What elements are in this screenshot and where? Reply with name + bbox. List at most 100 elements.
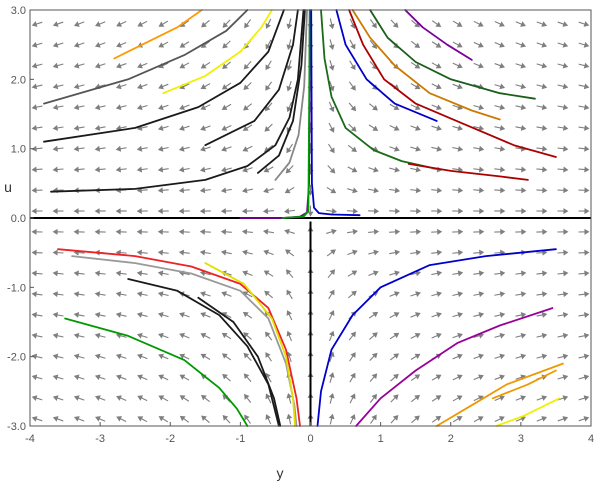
field-arrowhead: [94, 145, 101, 152]
field-arrowhead: [329, 147, 335, 154]
field-arrowhead: [499, 62, 506, 69]
field-arrowhead: [52, 270, 58, 277]
x-tick-label: -2: [165, 433, 175, 445]
x-tick-label: 4: [588, 433, 594, 445]
field-arrowhead: [583, 416, 590, 422]
field-arrowhead: [94, 332, 101, 339]
field-arrowhead: [373, 249, 379, 256]
field-arrowhead: [478, 291, 485, 298]
field-arrowhead: [414, 332, 421, 339]
field-arrowhead: [52, 166, 58, 173]
field-arrowhead: [479, 249, 485, 256]
field-arrowhead: [393, 312, 400, 318]
field-arrowhead: [31, 145, 37, 152]
field-arrowhead: [179, 395, 186, 401]
field-arrowhead: [352, 208, 359, 215]
field-arrowhead: [563, 291, 569, 298]
field-arrowhead: [52, 291, 58, 298]
field-arrowhead: [478, 374, 484, 381]
field-arrowhead: [286, 310, 292, 316]
field-arrowhead: [457, 249, 464, 256]
solution-curve-13: [335, 9, 438, 122]
field-arrowhead: [179, 374, 186, 380]
field-arrowhead: [94, 353, 101, 360]
field-arrowhead: [178, 249, 185, 256]
field-arrowhead: [265, 23, 271, 29]
field-arrowhead: [414, 415, 420, 422]
field-arrowhead: [222, 42, 229, 49]
field-arrowhead: [563, 228, 569, 235]
field-arrowhead: [31, 21, 38, 27]
field-arrowhead: [157, 270, 164, 277]
field-arrowhead: [94, 166, 100, 173]
field-arrowhead: [221, 291, 228, 297]
field-arrowhead: [263, 167, 270, 173]
field-arrowhead: [437, 208, 443, 215]
field-arrowhead: [137, 83, 143, 90]
field-arrowhead: [116, 395, 122, 401]
field-arrowhead: [94, 228, 100, 235]
field-arrowhead: [137, 374, 143, 381]
field-arrowhead: [73, 104, 80, 111]
field-arrowhead: [435, 83, 442, 90]
field-arrowhead: [520, 395, 526, 401]
field-arrowhead: [200, 83, 207, 90]
field-arrowhead: [221, 104, 228, 110]
field-arrowhead: [541, 416, 548, 422]
solution-curve-2: [43, 9, 285, 143]
solution-curve-24: [64, 317, 249, 427]
field-arrowhead: [477, 21, 484, 27]
field-arrowhead: [583, 332, 590, 339]
field-arrowhead: [178, 166, 185, 173]
field-arrowhead: [521, 166, 527, 173]
field-arrowhead: [94, 42, 101, 48]
field-arrowhead: [200, 42, 207, 48]
field-arrowhead: [520, 332, 527, 339]
field-arrowhead: [73, 166, 79, 173]
field-arrowhead: [94, 104, 101, 111]
field-arrowhead: [222, 415, 229, 421]
field-arrowhead: [179, 312, 185, 318]
field-arrowhead: [371, 352, 378, 359]
y-tick-label: 3.0: [11, 5, 26, 17]
field-arrowhead: [265, 393, 271, 400]
field-arrowhead: [541, 62, 548, 69]
field-arrowhead: [350, 393, 356, 400]
field-arrowhead: [329, 289, 335, 296]
field-arrowhead: [285, 167, 292, 174]
field-arrowhead: [157, 145, 164, 152]
field-arrowhead: [520, 291, 527, 298]
field-arrowhead: [457, 145, 464, 152]
solution-curve-4: [162, 9, 273, 95]
field-arrowhead: [52, 353, 59, 360]
field-arrowhead: [265, 331, 271, 338]
field-arrowhead: [329, 167, 336, 174]
field-arrowhead: [31, 395, 38, 401]
field-arrowhead: [394, 228, 401, 235]
field-arrowhead: [136, 312, 143, 318]
field-arrowhead: [394, 249, 401, 256]
field-arrowhead: [329, 126, 335, 133]
field-arrowhead: [222, 22, 229, 28]
field-arrowhead: [350, 414, 356, 420]
field-arrowhead: [584, 312, 590, 318]
field-arrowhead: [584, 249, 590, 256]
field-arrowhead: [31, 124, 37, 131]
field-arrowhead: [520, 62, 527, 69]
field-arrowhead: [116, 42, 122, 48]
field-arrowhead: [136, 145, 143, 152]
field-arrowhead: [95, 21, 101, 27]
field-arrowhead: [436, 145, 443, 152]
field-arrowhead: [158, 42, 165, 48]
field-arrowhead: [221, 125, 228, 131]
direction-field: [31, 18, 590, 425]
field-arrowhead: [415, 270, 422, 277]
x-tick-label: -4: [25, 433, 35, 445]
field-arrowhead: [478, 104, 485, 111]
field-arrowhead: [158, 83, 164, 90]
field-arrowhead: [31, 187, 37, 194]
field-arrowhead: [479, 208, 485, 215]
field-arrowhead: [392, 22, 399, 28]
field-arrowhead: [221, 146, 227, 152]
field-arrowhead: [243, 105, 249, 111]
